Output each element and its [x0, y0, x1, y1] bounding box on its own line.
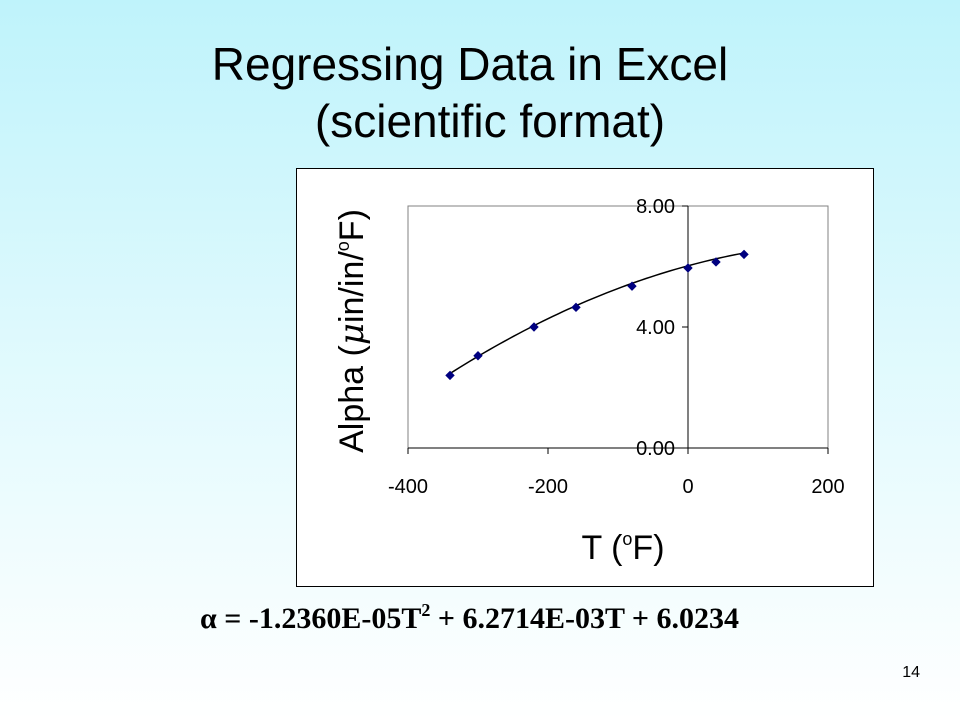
data-point [529, 322, 539, 332]
data-point [711, 257, 721, 267]
y-tick-label: 0.00 [636, 438, 675, 460]
slide-title-line1: Regressing Data in Excel [211, 38, 729, 90]
chart-area: -400 -200 0 200 0.00 4.00 8.00 T (oF) Alpha (μ… [296, 168, 874, 587]
plot-area [407, 205, 829, 449]
regression-chart: -400 -200 0 200 0.00 4.00 8.00 T (oF) Alpha (μ… [332, 196, 845, 567]
x-tick-label: 200 [811, 476, 844, 498]
alpha-symbol: α [200, 602, 217, 635]
data-point [571, 302, 581, 313]
regression-equation: α = -1.2360E-05T2 + 6.2714E-03T + 6.0234 [200, 600, 740, 635]
data-point [683, 263, 693, 273]
y-tick-label: 4.00 [636, 317, 675, 339]
x-axis-label: T (oF) [581, 529, 664, 567]
x-tick-label: 0 [682, 476, 693, 498]
exponent: 2 [421, 600, 431, 620]
slide-title-line2: (scientific format) [314, 95, 666, 147]
y-axis-label: Alpha (μin/in/oF) [332, 209, 372, 453]
x-tick-label: -400 [388, 476, 428, 498]
data-point [627, 281, 637, 291]
data-point [445, 370, 455, 381]
data-point [739, 249, 749, 260]
page-number: 14 [902, 664, 920, 681]
trendline-curve [449, 252, 745, 375]
y-tick-label: 8.00 [636, 196, 675, 218]
x-tick-label: -200 [528, 476, 568, 498]
data-point [473, 351, 483, 361]
